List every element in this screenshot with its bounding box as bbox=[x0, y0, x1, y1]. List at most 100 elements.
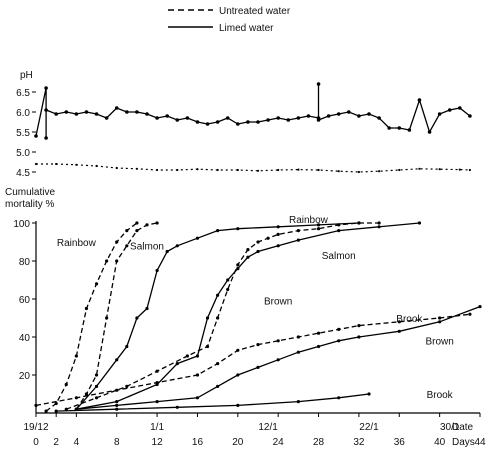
ph-point-limed-water bbox=[458, 106, 462, 110]
date-tick-label: 1/1 bbox=[150, 422, 164, 433]
mortality-ylabel-line1: Cumulative bbox=[5, 187, 55, 198]
ph-point-untreated-water bbox=[155, 168, 159, 172]
ph-point-untreated-water bbox=[135, 167, 139, 170]
mortality-point-brook-limed bbox=[115, 407, 119, 411]
ph-point-limed-water bbox=[316, 118, 321, 122]
ph-point-untreated-water bbox=[55, 162, 58, 166]
ph-point-untreated-water bbox=[418, 167, 421, 170]
mortality-x-tick-label: 24 bbox=[273, 437, 285, 448]
ph-point-limed-water bbox=[54, 112, 58, 116]
ph-point-limed-water bbox=[347, 110, 351, 114]
mortality-point-salmon-untreated bbox=[125, 244, 129, 248]
ph-point-limed-water bbox=[125, 110, 129, 114]
mortality-date-ticks: 19/12 1/1 12/1 22/1 30/1 bbox=[23, 422, 459, 433]
mortality-point-rainbow-limed bbox=[115, 358, 119, 362]
mortality-point-brown-limed bbox=[236, 373, 240, 377]
ph-series-untreated-water bbox=[36, 163, 470, 173]
series-annotation-brook: Brook bbox=[396, 314, 423, 325]
mortality-point-brook-untreated bbox=[316, 331, 321, 335]
mortality-point-salmon-limed bbox=[256, 249, 260, 254]
mortality-annotations: Rainbow Salmon Rainbow Salmon Brown Brook Brow… bbox=[57, 215, 454, 401]
ph-point-untreated-water bbox=[176, 168, 179, 172]
ph-point-limed-water bbox=[165, 114, 169, 118]
mortality-y-ticks: 100 80 60 40 20 bbox=[13, 219, 36, 382]
mortality-series-brook-untreated bbox=[35, 313, 470, 407]
ph-point-limed-water bbox=[225, 116, 230, 120]
ph-y-tick-label: 6.0 bbox=[16, 108, 30, 119]
mortality-series-brook-limed bbox=[56, 393, 370, 412]
mortality-point-brown-limed bbox=[256, 365, 260, 369]
ph-point-untreated-water bbox=[297, 168, 300, 171]
mortality-point-brown-limed bbox=[316, 344, 321, 349]
mortality-point-brown-untreated bbox=[155, 369, 159, 373]
ph-point-limed-water bbox=[34, 134, 38, 138]
mortality-point-brook-limed bbox=[337, 396, 341, 400]
ph-point-limed-water bbox=[246, 120, 250, 124]
mortality-point-salmon-limed bbox=[155, 382, 159, 387]
ph-point-untreated-water bbox=[458, 168, 461, 171]
ph-point-limed-water bbox=[468, 114, 472, 118]
mortality-point-rainbow-limed bbox=[145, 306, 149, 311]
ph-point-untreated-water bbox=[357, 170, 361, 174]
ph-point-limed-water bbox=[357, 114, 361, 118]
ph-point-limed-water bbox=[205, 122, 210, 126]
series-annotation-brook: Brook bbox=[427, 390, 454, 401]
ph-point-limed-water bbox=[145, 112, 149, 116]
mortality-point-rainbow-limed bbox=[236, 227, 240, 231]
mortality-point-brook-limed bbox=[367, 392, 371, 396]
mortality-point-brook-untreated bbox=[296, 335, 300, 339]
mortality-point-brook-untreated bbox=[438, 316, 442, 320]
mortality-point-brown-untreated bbox=[94, 396, 99, 400]
ph-point-limed-water bbox=[397, 126, 402, 130]
mortality-point-brown-limed bbox=[397, 329, 401, 333]
series-annotation-salmon: Salmon bbox=[322, 251, 356, 262]
mortality-point-brown-untreated bbox=[377, 221, 381, 225]
mortality-y-tick-label: 20 bbox=[19, 371, 31, 382]
mortality-point-salmon-limed bbox=[115, 400, 119, 404]
ph-point-limed-water bbox=[387, 126, 391, 130]
mortality-point-brown-limed bbox=[195, 396, 200, 400]
mortality-point-brown-untreated bbox=[276, 232, 280, 236]
mortality-y-tick-label: 100 bbox=[13, 219, 30, 230]
mortality-point-rainbow-untreated bbox=[44, 409, 48, 413]
date-tick-label: 30/1 bbox=[440, 422, 460, 433]
mortality-point-salmon-limed bbox=[236, 267, 240, 271]
mortality-x-tick-label: 8 bbox=[114, 437, 120, 448]
mortality-point-brown-limed bbox=[478, 305, 482, 309]
mortality-point-brook-untreated bbox=[468, 312, 472, 316]
mortality-point-brown-untreated bbox=[64, 407, 68, 411]
mortality-series-salmon-limed bbox=[76, 222, 420, 410]
mortality-point-salmon-untreated bbox=[155, 221, 159, 225]
mortality-point-brook-untreated bbox=[276, 339, 280, 343]
mortality-point-rainbow-untreated bbox=[54, 401, 58, 406]
legend-limed-label: Limed water bbox=[219, 23, 274, 34]
ph-point-untreated-water bbox=[337, 170, 340, 173]
ph-point-limed-water bbox=[336, 112, 341, 116]
mortality-point-salmon-limed bbox=[216, 293, 220, 297]
mortality-point-rainbow-limed bbox=[276, 225, 280, 229]
mortality-point-rainbow-limed bbox=[216, 229, 220, 233]
legend-untreated-label: Untreated water bbox=[219, 6, 291, 17]
ph-point-limed-water bbox=[427, 130, 432, 134]
ph-point-limed-water bbox=[74, 112, 79, 116]
mortality-point-brook-untreated bbox=[216, 362, 220, 366]
ph-point-untreated-water bbox=[256, 169, 260, 172]
ph-point-limed-water bbox=[104, 116, 109, 120]
mortality-series-rainbow-untreated bbox=[45, 222, 138, 412]
mortality-point-rainbow-untreated bbox=[135, 221, 139, 225]
ph-y-tick-label: 6.5 bbox=[16, 88, 30, 99]
mortality-ylabel-line2: mortality % bbox=[5, 199, 55, 210]
mortality-point-brook-untreated bbox=[256, 343, 260, 347]
ph-lines bbox=[34, 82, 472, 174]
mortality-point-brook-limed bbox=[236, 403, 240, 407]
mortality-point-brown-untreated bbox=[256, 240, 260, 244]
ph-point-limed-water bbox=[215, 120, 220, 124]
mortality-point-salmon-limed bbox=[337, 229, 341, 233]
series-annotation-salmon: Salmon bbox=[130, 242, 164, 253]
ph-point-limed-water bbox=[135, 110, 139, 114]
ph-y-tick-label: 4.5 bbox=[16, 168, 30, 179]
ph-point-limed-water bbox=[94, 112, 99, 116]
mortality-x-tick-label: 44 bbox=[474, 437, 486, 448]
mortality-point-brown-untreated bbox=[266, 236, 270, 240]
ph-point-untreated-water bbox=[196, 168, 199, 171]
